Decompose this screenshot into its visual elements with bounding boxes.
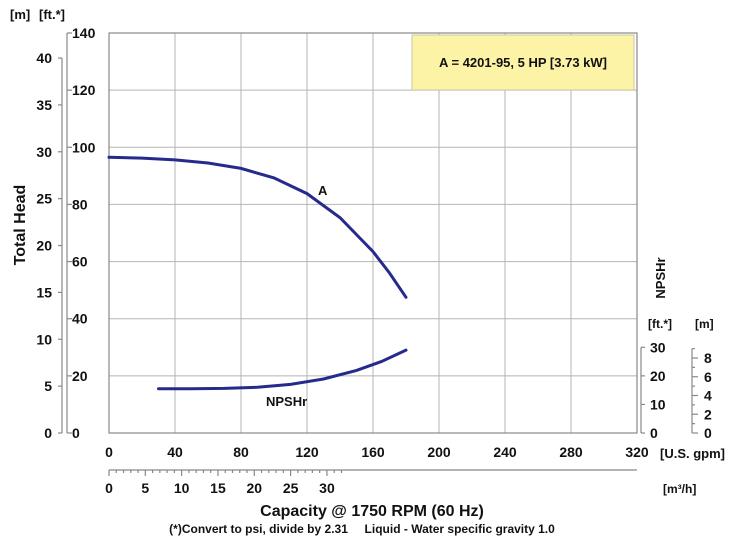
- x-axis-unit: [U.S. gpm]: [660, 446, 725, 461]
- x-secondary-tick-label: 15: [210, 480, 226, 496]
- curve-a: [107, 155, 408, 299]
- x-secondary-tick-label: 20: [247, 480, 263, 496]
- y-axis-title: Total Head: [12, 185, 29, 266]
- grid-lines: [108, 32, 638, 434]
- x-tick-label: 120: [295, 444, 319, 460]
- left-ft-tick-label: 120: [72, 82, 96, 98]
- right-ft-tick-label: 0: [650, 425, 658, 441]
- plot-border: [108, 32, 638, 434]
- x-tick-label: 280: [559, 444, 583, 460]
- series-label-a: A: [318, 183, 328, 198]
- x-secondary-tick-label: 30: [319, 480, 335, 496]
- x-tick-label: 320: [625, 444, 649, 460]
- x-tick-label: 200: [427, 444, 451, 460]
- x-secondary-tick-label: 25: [283, 480, 299, 496]
- right-m-tick-label: 0: [704, 425, 712, 441]
- right-ft-tick-label: 20: [650, 368, 666, 384]
- x-axis-title: Capacity @ 1750 RPM (60 Hz): [260, 503, 484, 520]
- left-m-tick-label: 20: [36, 238, 52, 254]
- left-m-tick-label: 5: [44, 378, 52, 394]
- left-ft-tick-label: 80: [72, 196, 88, 212]
- right-ft-tick-label: 30: [650, 339, 666, 355]
- annotation-text: A = 4201-95, 5 HP [3.73 kW]: [439, 55, 607, 70]
- axes: [58, 32, 698, 476]
- right-m-tick-label: 4: [704, 388, 712, 404]
- curves: [107, 155, 408, 391]
- left-ft-tick-label: 0: [72, 425, 80, 441]
- x-tick-labels: 0 40 80 120 160 200 240 280 320: [105, 444, 649, 460]
- right-m-tick-label: 2: [704, 406, 712, 422]
- annotation-box: [411, 34, 635, 91]
- series-label-npshr: NPSHr: [266, 394, 307, 409]
- left-ft-tick-label: 20: [72, 368, 88, 384]
- left-m-tick-label: 10: [36, 331, 52, 347]
- left-unit-ft: [ft.*]: [39, 7, 65, 22]
- left-m-tick-label: 0: [44, 425, 52, 441]
- left-m-tick-label: 35: [36, 97, 52, 113]
- right-unit-m: [m]: [695, 317, 714, 331]
- right-axis-title: NPSHr: [653, 257, 668, 298]
- x-secondary-tick-label: 10: [174, 480, 190, 496]
- footnote: (*)Convert to psi, divide by 2.31 Liquid…: [169, 522, 555, 536]
- right-tick-labels: 0 10 20 30 0 2 4 6 8: [650, 339, 712, 441]
- left-ft-tick-label: 140: [72, 25, 96, 41]
- x-secondary-tick-labels: 0 5 10 15 20 25 30: [105, 480, 335, 496]
- x-axis-secondary-unit: [m³/h]: [663, 482, 696, 496]
- x-secondary-tick-label: 5: [141, 480, 149, 496]
- left-m-tick-label: 30: [36, 144, 52, 160]
- left-tick-labels: 0 20 40 60 80 100 120 140 0 5 10 15 20 25 30 35 40: [36, 25, 95, 441]
- x-tick-label: 0: [105, 444, 113, 460]
- x-secondary-tick-label: 0: [105, 480, 113, 496]
- left-ft-tick-label: 60: [72, 254, 88, 270]
- left-m-tick-label: 15: [36, 284, 52, 300]
- right-unit-ft: [ft.*]: [648, 317, 672, 331]
- left-unit-m: [m]: [10, 7, 30, 22]
- right-ft-tick-label: 10: [650, 396, 666, 412]
- left-m-tick-label: 40: [36, 50, 52, 66]
- left-m-tick-label: 25: [36, 191, 52, 207]
- x-tick-label: 240: [493, 444, 517, 460]
- left-ft-tick-label: 100: [72, 139, 96, 155]
- x-tick-label: 160: [361, 444, 385, 460]
- left-ft-tick-label: 40: [72, 311, 88, 327]
- x-tick-label: 80: [233, 444, 249, 460]
- curve-npshr: [157, 348, 408, 391]
- right-m-tick-label: 8: [704, 350, 712, 366]
- x-tick-label: 40: [167, 444, 183, 460]
- right-m-tick-label: 6: [704, 369, 712, 385]
